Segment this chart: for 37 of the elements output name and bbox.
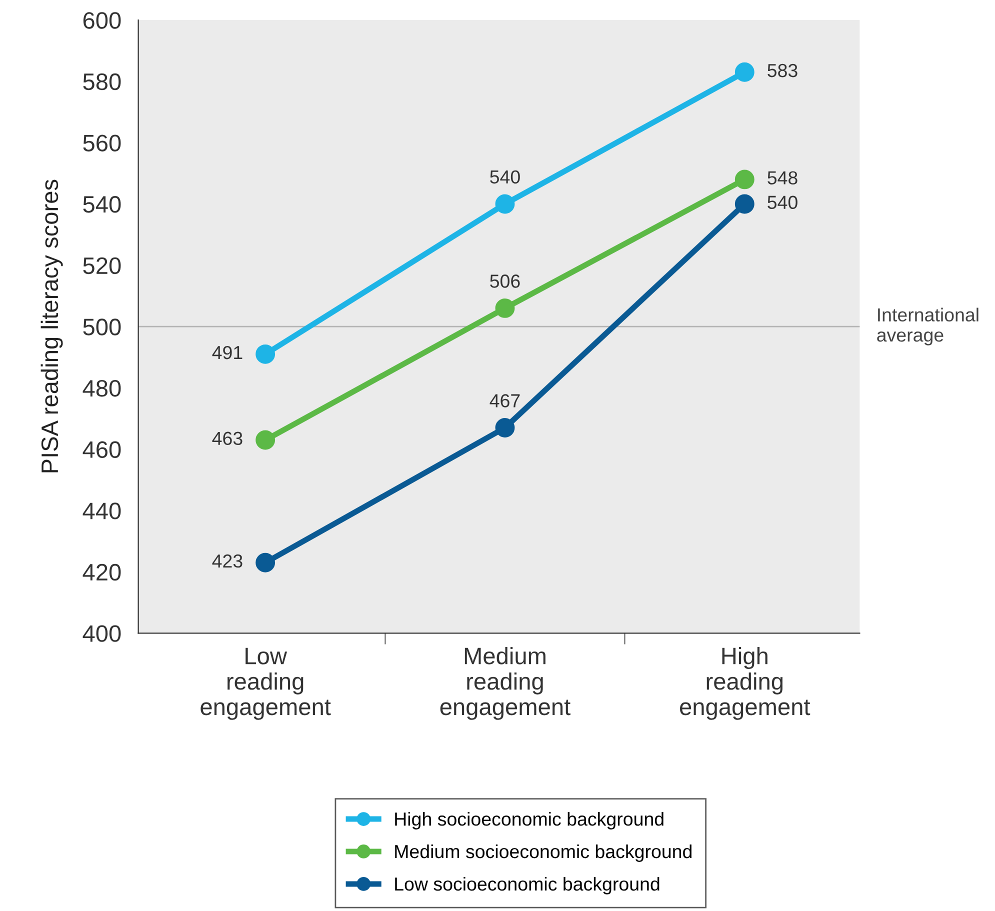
x-tick-label: Medium reading engagement (440, 647, 570, 720)
y-tick-label: 540 (83, 196, 121, 213)
data-label: 491 (212, 346, 242, 360)
y-tick-label: 500 (83, 318, 121, 336)
point (495, 418, 515, 438)
x-tick-label: Low reading engagement (200, 648, 331, 720)
data-label: 548 (768, 171, 798, 184)
y-tick-label: 420 (82, 564, 121, 581)
point (734, 62, 754, 82)
y-tick-label: 520 (83, 257, 121, 274)
y-tick-label: 400 (82, 625, 121, 642)
legend-label: High socioeconomic background (395, 812, 664, 830)
legend-label: Low socioeconomic background (395, 876, 660, 894)
point (256, 552, 276, 572)
data-label: 540 (768, 196, 798, 210)
data-label: 583 (768, 64, 798, 78)
point (734, 194, 754, 214)
data-label: 467 (490, 394, 520, 408)
point (734, 170, 754, 190)
data-label: 506 (490, 274, 520, 288)
point (495, 194, 515, 214)
y-tick-label: 580 (83, 73, 121, 90)
y-tick-label: 460 (82, 441, 121, 458)
legend-label: Medium socioeconomic background (395, 844, 692, 862)
x-tick-label: High reading engagement (680, 647, 810, 720)
point (256, 344, 276, 364)
point (495, 298, 515, 318)
data-label: 463 (212, 432, 242, 446)
y-tick-label: 560 (83, 134, 121, 152)
y-axis-title: PISA reading literacy scores (40, 180, 63, 472)
y-tick-label: 440 (82, 502, 121, 520)
y-tick-label: 600 (83, 12, 121, 29)
data-label: 423 (212, 554, 242, 568)
ref-line-label: International average (877, 308, 978, 346)
y-tick-label: 480 (82, 380, 121, 397)
point (256, 430, 276, 450)
data-label: 540 (490, 170, 520, 184)
